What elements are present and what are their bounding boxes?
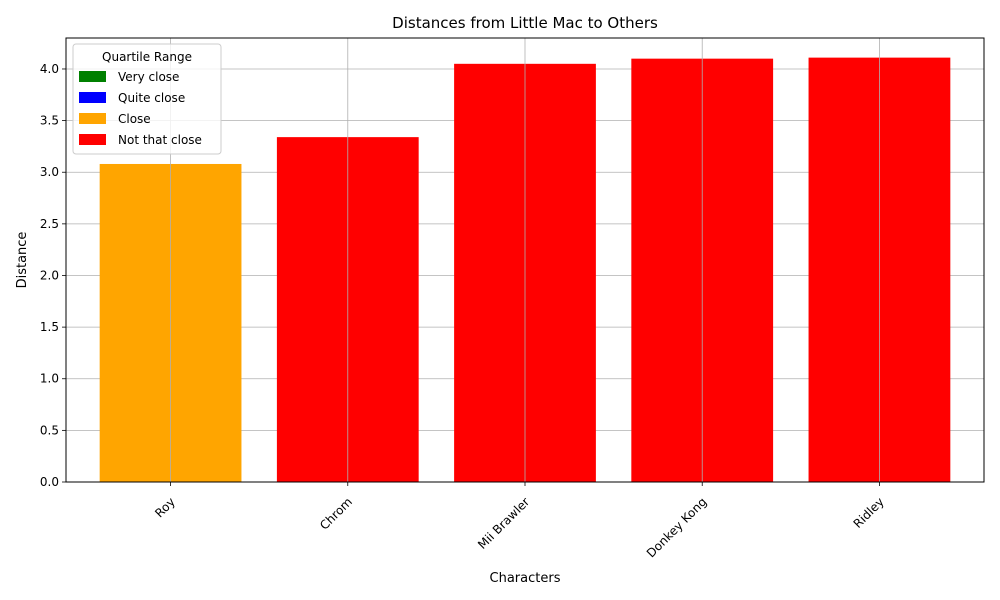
y-axis-label: Distance xyxy=(15,232,30,289)
x-tick-label: Roy xyxy=(152,495,178,521)
legend-label: Quite close xyxy=(118,91,185,105)
y-tick-label: 3.0 xyxy=(40,165,59,179)
legend-label: Very close xyxy=(118,70,179,84)
y-tick-label: 0.5 xyxy=(40,423,59,437)
legend-label: Not that close xyxy=(118,133,202,147)
x-tick-label: Ridley xyxy=(851,495,887,531)
chart-title: Distances from Little Mac to Others xyxy=(392,14,658,32)
legend: Quartile Range Very close Quite close Clos… xyxy=(72,43,222,155)
legend-swatch xyxy=(79,113,106,124)
y-tick-label: 1.5 xyxy=(40,320,59,334)
y-tick-label: 4.0 xyxy=(40,62,59,76)
x-tick-label: Mii Brawler xyxy=(475,495,532,552)
y-tick-label: 2.5 xyxy=(40,217,59,231)
legend-swatch xyxy=(79,134,106,145)
y-tick-label: 0.0 xyxy=(40,475,59,489)
legend-swatch xyxy=(79,92,106,103)
y-ticks: 0.0 0.5 1.0 1.5 2.0 2.5 3.0 3.5 4.0 xyxy=(40,62,66,489)
y-tick-label: 2.0 xyxy=(40,268,59,282)
x-tick-label: Chrom xyxy=(317,495,355,533)
x-ticks: Roy Chrom Mii Brawler Donkey Kong Ridley xyxy=(152,482,887,560)
legend-label: Close xyxy=(118,112,151,126)
legend-title: Quartile Range xyxy=(102,50,192,64)
x-tick-label: Donkey Kong xyxy=(644,495,710,561)
legend-box xyxy=(72,43,222,155)
legend-swatch xyxy=(79,71,106,82)
y-tick-label: 1.0 xyxy=(40,372,59,386)
y-tick-label: 3.5 xyxy=(40,114,59,128)
x-axis-label: Characters xyxy=(490,571,561,586)
